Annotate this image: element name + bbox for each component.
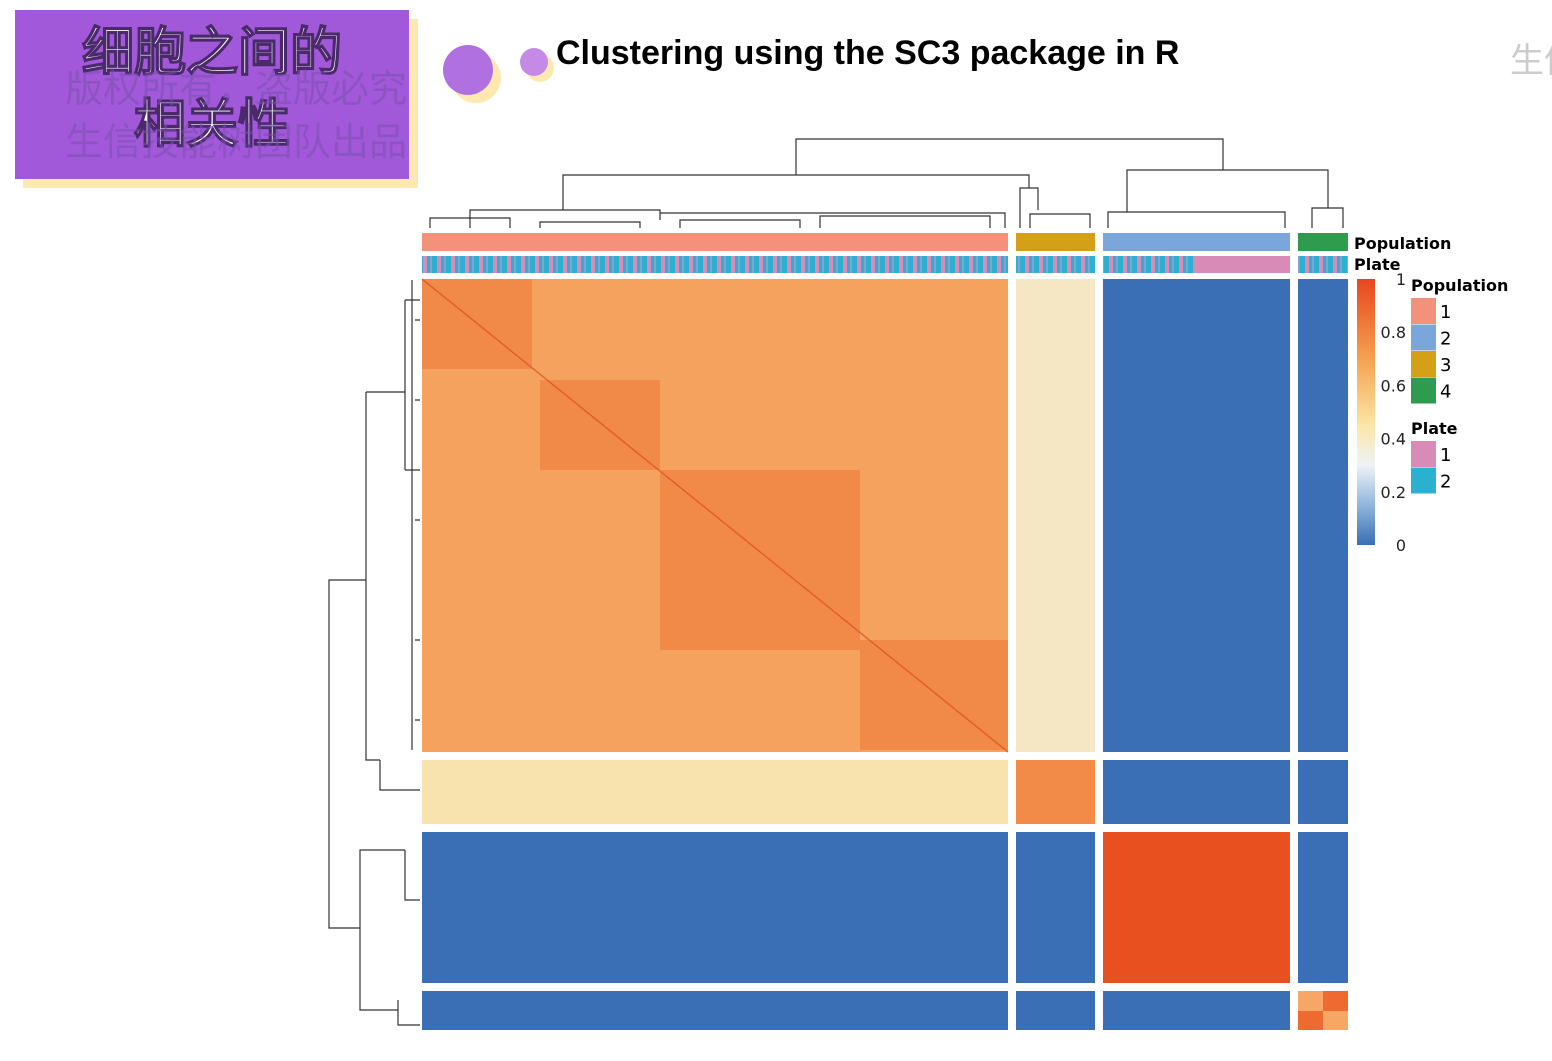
decor-dot	[443, 45, 493, 95]
plate-bar	[1197, 256, 1290, 273]
population-bar	[1298, 233, 1348, 251]
legend-swatch	[1411, 441, 1436, 467]
watermark: 生信技能树团队出品	[65, 120, 407, 164]
legend-title: Population	[1411, 276, 1508, 295]
population-bar	[1016, 233, 1095, 251]
legend-swatch	[1411, 467, 1436, 494]
legend-title: Plate	[1411, 419, 1458, 438]
heatmap-block	[422, 991, 1008, 1030]
heatmap-block	[422, 832, 1008, 983]
heatmap-subblock	[660, 470, 860, 650]
plate-bar	[422, 256, 1008, 273]
legend-label: 1	[1440, 445, 1451, 466]
colorbar-tick-label: 0.2	[1381, 483, 1406, 502]
heatmap-block	[1298, 760, 1348, 824]
population-bar	[422, 233, 1008, 251]
colorbar-tick-label: 0	[1396, 536, 1406, 555]
heatmap-subblock	[1323, 1011, 1348, 1030]
population-bar	[1103, 233, 1290, 251]
left-dendrogram	[328, 280, 420, 1026]
heatmap-diagonal	[421, 278, 1009, 753]
colorbar-tick-label: 0.6	[1381, 376, 1406, 395]
annotation-label: Population	[1354, 234, 1451, 253]
heatmap-block	[1016, 991, 1095, 1030]
legend-area: PopulationPlate10.80.60.40.20Population1…	[1354, 234, 1508, 555]
heatmap-block	[1298, 832, 1348, 983]
badge-title: 细胞之间的相关性	[82, 23, 342, 155]
heatmap-block	[422, 760, 1008, 824]
top-dendrogram	[429, 138, 1344, 228]
colorbar	[1357, 279, 1375, 545]
heatmap-subblock	[1298, 991, 1323, 1011]
legend-swatch	[1411, 377, 1436, 404]
legend-swatch	[1411, 351, 1436, 377]
heatmap-block	[1103, 279, 1290, 752]
decor-dot	[520, 48, 548, 76]
heatmap-block	[1103, 832, 1290, 983]
colorbar-tick-label: 0.4	[1381, 430, 1406, 449]
corner-mark: 生信	[1510, 41, 1552, 81]
slide-title: Clustering using the SC3 package in R	[556, 34, 1179, 72]
badge	[15, 10, 409, 179]
heatmap-block	[1103, 760, 1290, 824]
heatmap-block	[1016, 832, 1095, 983]
legend-swatch	[1411, 324, 1436, 351]
heatmap-block	[1016, 279, 1095, 752]
legend-label: 2	[1440, 329, 1451, 350]
legend-label: 1	[1440, 302, 1451, 323]
heatmap-block	[1103, 991, 1290, 1030]
plate-bar	[1298, 256, 1348, 273]
legend-swatch	[1411, 298, 1436, 324]
plate-bar	[1016, 256, 1095, 273]
colorbar-tick-label: 0.8	[1381, 323, 1406, 342]
annotation-label: Plate	[1354, 255, 1401, 274]
watermark: 版权所有，盗版必究	[65, 67, 407, 111]
legend-label: 4	[1440, 382, 1451, 403]
legend-label: 3	[1440, 355, 1451, 376]
colorbar-tick-label: 1	[1396, 270, 1406, 289]
legend-label: 2	[1440, 472, 1451, 493]
heatmap-block	[1016, 760, 1095, 824]
heatmap-block	[1298, 279, 1348, 752]
heatmap	[421, 233, 1348, 1030]
